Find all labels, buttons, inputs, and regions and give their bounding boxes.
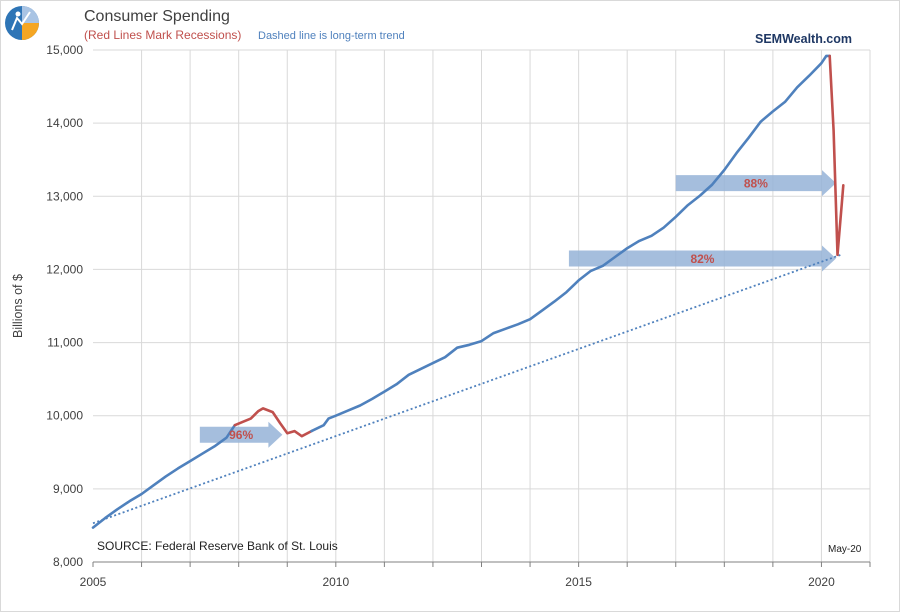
y-tick-label: 12,000 [46, 262, 83, 276]
semwealth-logo-icon [5, 6, 39, 40]
annotation-arrows [199, 170, 837, 448]
annotation-label: 96% [229, 428, 253, 442]
y-tick-label: 13,000 [46, 189, 83, 203]
recession-line [828, 54, 845, 257]
series-lines [91, 54, 845, 529]
date-label: May-20 [828, 544, 862, 555]
source-note: SOURCE: Federal Reserve Bank of St. Loui… [97, 539, 338, 553]
trend-line [92, 253, 842, 525]
x-tick-label: 2020 [808, 575, 835, 589]
y-tick-label: 8,000 [53, 555, 83, 569]
y-tick-label: 15,000 [46, 43, 83, 57]
y-tick-label: 9,000 [53, 482, 83, 496]
annotation-arrow [568, 245, 837, 272]
y-tick-label: 11,000 [47, 336, 83, 350]
spending-line [310, 54, 832, 433]
annotation-label: 88% [744, 177, 768, 191]
spending-line [91, 423, 237, 529]
x-tick-label: 2010 [322, 575, 349, 589]
annotation-label: 82% [690, 252, 714, 266]
gridlines [93, 49, 871, 562]
y-axis-label: Billions of $ [11, 274, 25, 338]
chart-subtitle-recessions: (Red Lines Mark Recessions) [84, 28, 241, 42]
x-tick-label: 2005 [80, 575, 107, 589]
chart-subtitle-trend: Dashed line is long-term trend [258, 30, 405, 42]
x-tick-label: 2015 [565, 575, 592, 589]
annotation-arrow [675, 170, 837, 197]
recession-line [233, 407, 313, 438]
chart-title: Consumer Spending [84, 8, 230, 25]
annotation-labels: 96% 82% 88% [229, 177, 768, 443]
brand-label: SEMWealth.com [755, 32, 852, 46]
tick-labels: 8,000 9,000 10,000 11,000 12,000 13,000 14,000… [46, 43, 871, 589]
y-tick-label: 10,000 [46, 409, 83, 423]
y-tick-label: 14,000 [46, 116, 83, 130]
